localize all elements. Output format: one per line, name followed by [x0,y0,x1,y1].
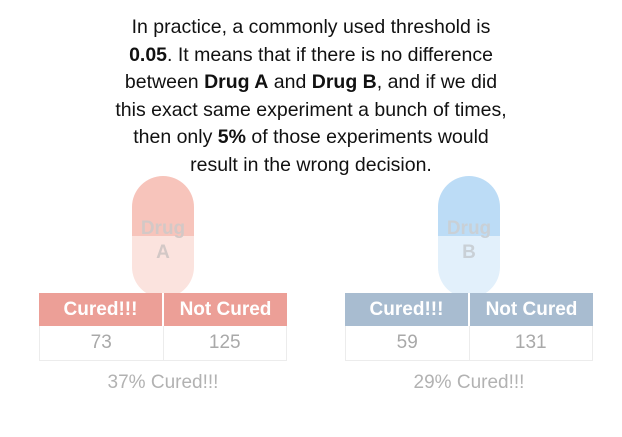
caption-line-3-post: , and if we did [376,71,498,93]
caption-line-1: In practice, a commonly used threshold i… [131,16,491,38]
pill-label-letter: B [462,242,476,263]
not-cured-header: Not Cured [468,293,593,326]
pill-top-half [438,176,500,236]
table-header-row: Cured!!! Not Cured [39,293,287,326]
not-cured-header: Not Cured [162,293,287,326]
table-row: 59 131 [345,326,593,361]
percent-value: 5% [217,126,246,148]
explanation-text: In practice, a commonly used threshold i… [0,14,622,179]
drug-b-results-table: Cured!!! Not Cured 59 131 [345,293,593,361]
table-header-row: Cured!!! Not Cured [345,293,593,326]
cured-header: Cured!!! [345,293,468,326]
drug-a-panel: Drug A Cured!!! Not Cured 73 125 37% Cur… [39,176,287,406]
caption-line-3-mid: and [268,71,312,93]
drug-a-name: Drug A [204,71,269,93]
threshold-value: 0.05 [129,43,168,66]
pill-label-word: Drug [140,218,186,239]
drug-a-cure-rate: 37% Cured!!! [107,372,219,393]
drug-b-pill-icon: Drug B [438,176,500,298]
pill-top-half [132,176,194,236]
pill-label-letter: A [156,242,170,263]
caption-line-5-pre: then only [133,126,218,148]
caption-line-2-rest: . It means that if there is no differenc… [167,43,493,66]
drug-b-name: Drug B [311,71,377,93]
caption-line-5-post: of those experiments would [245,126,489,148]
caption-line-6: result in the wrong decision. [190,153,432,176]
cured-count: 59 [396,332,418,353]
pill-bottom-half [132,236,194,298]
drug-a-results-table: Cured!!! Not Cured 73 125 [39,293,287,361]
caption-line-3: between Drug A and Drug B, and if we did [0,69,622,97]
drug-b-panel: Drug B Cured!!! Not Cured 59 131 29% Cur… [345,176,593,406]
not-cured-count: 125 [162,326,287,360]
table-row: 73 125 [39,326,287,361]
pill-label-word: Drug [446,218,492,239]
drug-a-pill-icon: Drug A [132,176,194,298]
pill-label: Drug B [438,217,500,265]
cured-count: 73 [90,332,112,353]
caption-line-4: this exact same experiment a bunch of ti… [115,98,507,121]
caption-line-5: then only 5% of those experiments would [0,124,622,152]
pill-label: Drug A [132,217,194,265]
caption-line-2: 0.05. It means that if there is no diffe… [0,42,622,70]
pill-bottom-half [438,236,500,298]
caption-line-3-pre: between [124,71,205,93]
cured-header: Cured!!! [39,293,162,326]
drug-b-cure-rate: 29% Cured!!! [413,372,525,393]
not-cured-count: 131 [468,326,593,360]
